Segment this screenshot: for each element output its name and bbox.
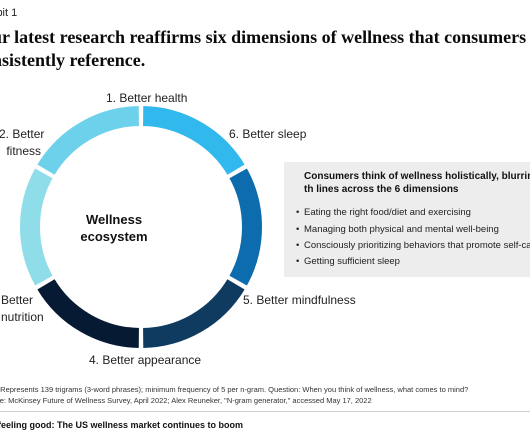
ring-segment-better-health: [18, 165, 56, 289]
segment-label-better-appearance: 4. Better appearance: [89, 353, 202, 367]
footnote-source: ce: McKinsey Future of Wellness Survey, …: [0, 396, 372, 405]
callout-bullet: • Consciously prioritizing behaviors that…: [296, 240, 530, 251]
fitness-label-line1: 2. Better: [0, 127, 45, 141]
segment-label-better-nutrition: Better nutrition: [1, 292, 44, 326]
footnote-note: : Represents 139 trigrams (3-word phrase…: [0, 385, 469, 394]
ring-segment-better-appearance: [226, 165, 264, 289]
callout-box: [284, 162, 530, 277]
footer-divider: [0, 411, 530, 412]
segment-label-better-health: 1. Better health: [106, 91, 188, 105]
callout-bullet: • Eating the right food/diet and exercisi…: [296, 207, 471, 218]
exhibit-label: ibit 1: [0, 7, 18, 19]
fitness-label-line2: fitness: [6, 144, 41, 158]
headline: ur latest research reaffirms six dimensi…: [0, 27, 527, 70]
callout-title: Consumers think of wellness holistically…: [304, 171, 530, 195]
segment-label-better-mindfulness: 5. Better mindfulness: [243, 293, 356, 307]
segment-label-better-fitness: 2. Better fitness: [0, 126, 45, 160]
ring-segment-better-mindfulness: [141, 103, 248, 178]
footer-link[interactable]: feeling good: The US wellness market con…: [0, 420, 244, 430]
nutrition-label-line2: nutrition: [1, 310, 44, 324]
ring-segment-better-fitness: [34, 276, 141, 351]
center-label-line1: Wellness: [85, 212, 143, 227]
callout-bullet: • Getting sufficient sleep: [296, 256, 400, 267]
nutrition-label-line1: Better: [1, 293, 34, 307]
ring-segment-better-nutrition: [141, 276, 248, 351]
wheel-center-label: Wellness ecosystem: [64, 211, 164, 245]
center-label-line2: ecosystem: [80, 229, 148, 244]
segment-label-better-sleep: 6. Better sleep: [229, 127, 307, 141]
callout-bullet: • Managing both physical and mental well-…: [296, 224, 499, 235]
ring-segment-better-sleep: [34, 103, 141, 178]
